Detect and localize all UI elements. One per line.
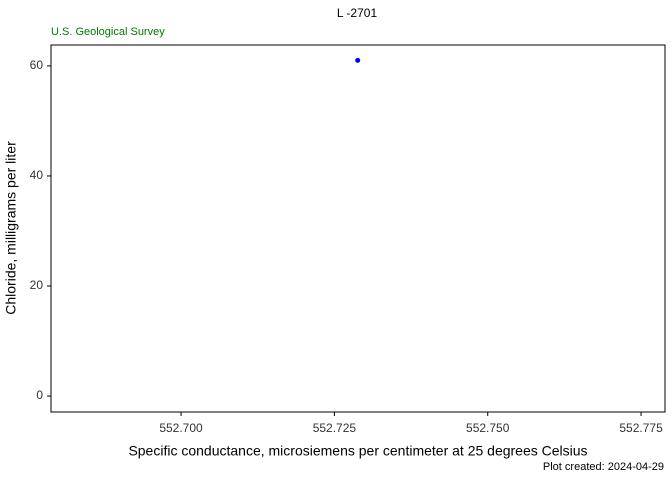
x-tick-label: 552.700 (159, 421, 203, 435)
footer-note: Plot created: 2024-04-29 (543, 461, 664, 473)
chart-title: L -2701 (337, 6, 378, 20)
y-tick-label: 60 (30, 58, 44, 72)
x-axis-title: Specific conductance, microsiemens per c… (128, 443, 587, 459)
y-tick-label: 0 (36, 388, 43, 402)
agency-label: U.S. Geological Survey (51, 26, 165, 38)
x-tick-label: 552.725 (313, 421, 357, 435)
y-axis-title: Chloride, milligrams per liter (3, 141, 19, 315)
plot-frame (50, 44, 666, 413)
y-tick-label: 40 (30, 168, 44, 182)
x-tick-label: 552.750 (466, 421, 510, 435)
y-tick-label: 20 (30, 278, 44, 292)
x-tick-label: 552.775 (619, 421, 663, 435)
data-point (355, 57, 361, 63)
